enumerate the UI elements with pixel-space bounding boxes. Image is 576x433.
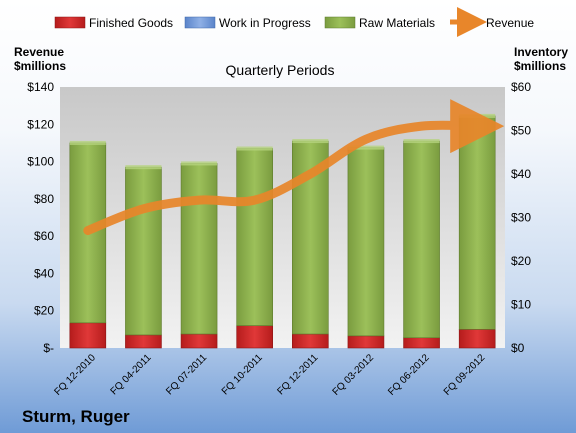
bar-finished-goods xyxy=(125,334,162,349)
bar-finished-goods xyxy=(292,333,329,349)
right-tick-label: $60 xyxy=(511,80,531,94)
right-axis-ticks: $0 $10 $20 $30 $40 $50 $60 xyxy=(511,80,531,355)
bar-top-cap xyxy=(459,113,496,118)
bar-top-cap xyxy=(236,146,273,151)
bar-finished-goods xyxy=(458,329,496,349)
left-tick-label: $60 xyxy=(34,229,54,243)
category-label: FQ 06-2012 xyxy=(386,352,432,398)
bar-finished-goods xyxy=(69,322,107,349)
right-tick-label: $30 xyxy=(511,211,531,225)
right-tick-label: $40 xyxy=(511,167,531,181)
bar-raw-materials xyxy=(125,166,162,336)
bar-top-cap xyxy=(125,165,162,170)
right-tick-label: $50 xyxy=(511,124,531,138)
legend-label-revenue: Revenue xyxy=(486,16,534,30)
left-tick-label: $140 xyxy=(27,80,54,94)
bar-top-cap xyxy=(403,139,440,144)
bar-raw-materials xyxy=(180,163,218,335)
revenue-line-group xyxy=(83,99,505,236)
right-tick-label: $20 xyxy=(511,254,531,268)
bar-top-cap xyxy=(292,139,329,144)
legend-label-finished-goods: Finished Goods xyxy=(89,16,173,30)
legend-label-raw-materials: Raw Materials xyxy=(359,16,435,30)
bar-top-cap xyxy=(69,140,106,145)
legend-swatch-finished-goods xyxy=(54,16,86,29)
bar-raw-materials xyxy=(403,140,440,339)
legend-item-revenue: Revenue xyxy=(450,7,534,37)
company-name: Sturm, Ruger xyxy=(22,407,130,426)
revenue-line xyxy=(83,99,505,236)
right-axis-title-line1: Inventory xyxy=(514,45,568,59)
bar-raw-materials xyxy=(458,115,496,330)
bar-top-cap xyxy=(181,161,218,166)
legend-item-work-in-progress: Work in Progress xyxy=(184,16,311,30)
left-tick-label: $- xyxy=(43,341,54,355)
category-labels: FQ 12-2010 FQ 04-2011 FQ 07-2011 FQ 10-2011… xyxy=(52,352,487,398)
category-label: FQ 04-2011 xyxy=(109,352,154,397)
left-tick-label: $40 xyxy=(34,266,54,280)
left-axis-ticks: $- $20 $40 $60 $80 $100 $120 $140 xyxy=(27,80,54,355)
category-label: FQ 12-2011 xyxy=(275,352,320,397)
bar-finished-goods xyxy=(347,335,385,349)
bar-top-cap xyxy=(347,145,384,150)
category-label: FQ 03-2012 xyxy=(331,352,377,398)
legend-item-raw-materials: Raw Materials xyxy=(324,16,435,30)
right-axis-title-line2: $millions xyxy=(514,59,566,73)
category-label: FQ 12-2010 xyxy=(52,352,98,398)
chart-title: Quarterly Periods xyxy=(226,62,335,78)
category-label: FQ 07-2011 xyxy=(164,352,209,397)
right-tick-label: $0 xyxy=(511,341,525,355)
bar-raw-materials xyxy=(236,148,273,326)
left-tick-label: $100 xyxy=(27,155,54,169)
bars xyxy=(69,113,496,349)
bar-raw-materials xyxy=(347,147,385,337)
left-axis-title-line2: $millions xyxy=(14,59,66,73)
legend-swatch-work-in-progress xyxy=(184,16,216,29)
bar-finished-goods xyxy=(180,333,218,349)
category-label: FQ 09-2012 xyxy=(442,352,488,398)
right-tick-label: $10 xyxy=(511,298,531,312)
left-tick-label: $20 xyxy=(34,304,54,318)
left-axis-title-line1: Revenue xyxy=(14,45,64,59)
category-label: FQ 10-2011 xyxy=(220,352,265,397)
legend-swatch-raw-materials xyxy=(324,16,356,29)
bar-finished-goods xyxy=(403,337,440,349)
legend-item-finished-goods: Finished Goods xyxy=(54,16,173,30)
legend: Finished Goods Work in Progress Raw Mate… xyxy=(54,7,534,37)
left-tick-label: $80 xyxy=(34,192,54,206)
bar-finished-goods xyxy=(236,325,273,349)
legend-label-work-in-progress: Work in Progress xyxy=(219,16,311,30)
left-tick-label: $120 xyxy=(27,117,54,131)
